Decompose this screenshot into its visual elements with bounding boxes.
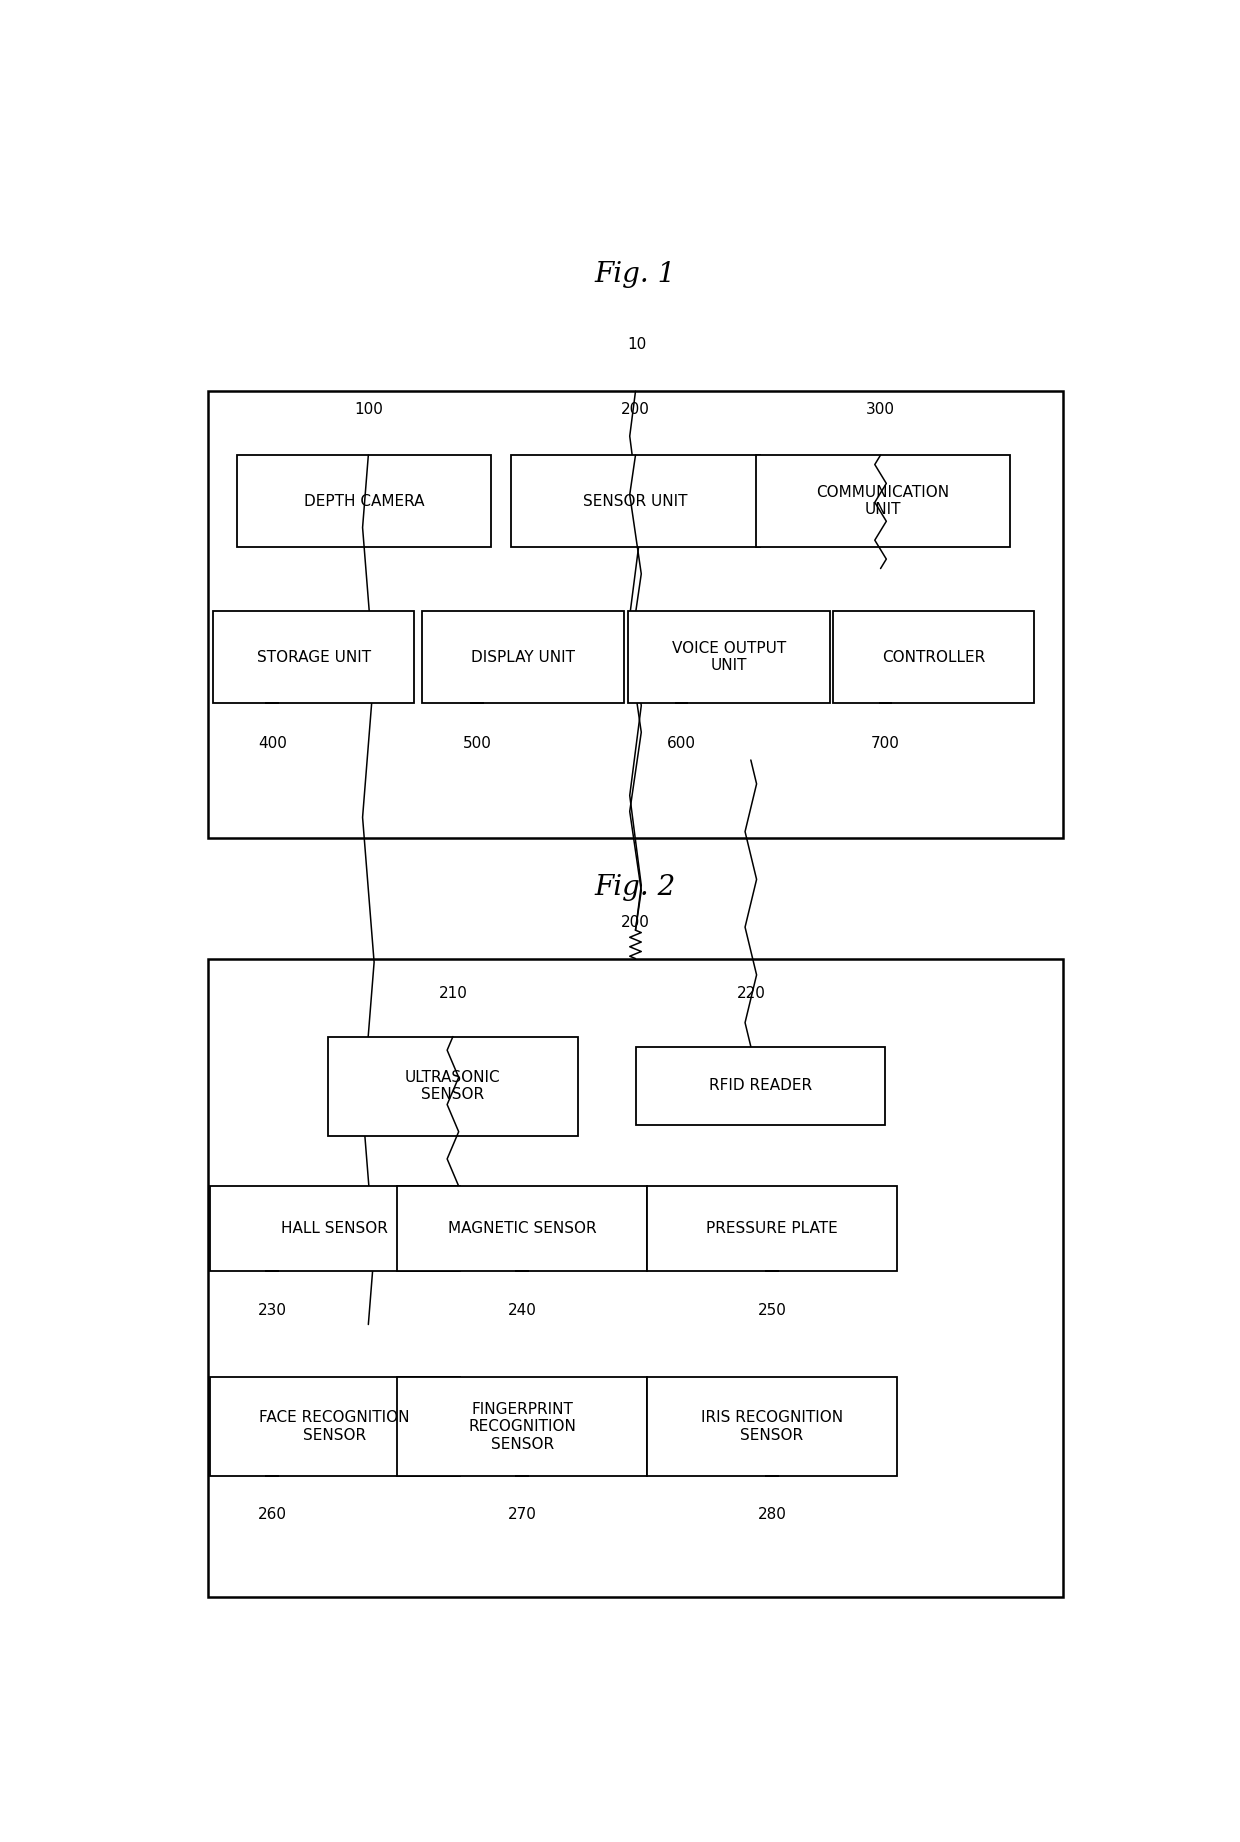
Text: FACE RECOGNITION
SENSOR: FACE RECOGNITION SENSOR bbox=[259, 1411, 410, 1442]
Text: 230: 230 bbox=[258, 1304, 286, 1319]
Text: 400: 400 bbox=[258, 737, 286, 752]
FancyBboxPatch shape bbox=[208, 391, 1063, 838]
FancyBboxPatch shape bbox=[210, 1378, 460, 1475]
Text: RFID READER: RFID READER bbox=[709, 1078, 812, 1092]
FancyBboxPatch shape bbox=[327, 1037, 578, 1137]
Text: 500: 500 bbox=[463, 737, 491, 752]
Text: FINGERPRINT
RECOGNITION
SENSOR: FINGERPRINT RECOGNITION SENSOR bbox=[469, 1402, 577, 1451]
Text: HALL SENSOR: HALL SENSOR bbox=[281, 1221, 388, 1236]
Text: COMMUNICATION
UNIT: COMMUNICATION UNIT bbox=[816, 484, 950, 518]
FancyBboxPatch shape bbox=[422, 612, 624, 704]
Text: PRESSURE PLATE: PRESSURE PLATE bbox=[706, 1221, 838, 1236]
Text: MAGNETIC SENSOR: MAGNETIC SENSOR bbox=[448, 1221, 596, 1236]
Text: STORAGE UNIT: STORAGE UNIT bbox=[257, 650, 371, 665]
FancyBboxPatch shape bbox=[647, 1186, 897, 1271]
FancyBboxPatch shape bbox=[832, 612, 1034, 704]
Text: 210: 210 bbox=[439, 985, 467, 1002]
Text: VOICE OUTPUT
UNIT: VOICE OUTPUT UNIT bbox=[672, 641, 786, 674]
Text: 270: 270 bbox=[507, 1507, 537, 1523]
FancyBboxPatch shape bbox=[397, 1378, 647, 1475]
FancyBboxPatch shape bbox=[237, 455, 491, 547]
Text: CONTROLLER: CONTROLLER bbox=[882, 650, 985, 665]
Text: 240: 240 bbox=[507, 1304, 537, 1319]
Text: DISPLAY UNIT: DISPLAY UNIT bbox=[471, 650, 575, 665]
Text: 260: 260 bbox=[258, 1507, 286, 1523]
FancyBboxPatch shape bbox=[511, 455, 760, 547]
FancyBboxPatch shape bbox=[397, 1186, 647, 1271]
FancyBboxPatch shape bbox=[647, 1378, 897, 1475]
Text: 300: 300 bbox=[866, 402, 895, 416]
FancyBboxPatch shape bbox=[213, 612, 414, 704]
Text: 250: 250 bbox=[758, 1304, 786, 1319]
Text: 220: 220 bbox=[737, 985, 765, 1002]
Text: DEPTH CAMERA: DEPTH CAMERA bbox=[304, 494, 424, 508]
Text: IRIS RECOGNITION
SENSOR: IRIS RECOGNITION SENSOR bbox=[701, 1411, 843, 1442]
Text: Fig. 1: Fig. 1 bbox=[595, 262, 676, 289]
FancyBboxPatch shape bbox=[208, 958, 1063, 1597]
Text: 700: 700 bbox=[870, 737, 900, 752]
Text: 200: 200 bbox=[621, 402, 650, 416]
FancyBboxPatch shape bbox=[755, 455, 1011, 547]
Text: 200: 200 bbox=[621, 915, 650, 930]
Text: 600: 600 bbox=[667, 737, 696, 752]
FancyBboxPatch shape bbox=[635, 1046, 885, 1124]
FancyBboxPatch shape bbox=[627, 612, 830, 704]
Text: 100: 100 bbox=[353, 402, 383, 416]
Text: Fig. 2: Fig. 2 bbox=[595, 875, 676, 901]
FancyBboxPatch shape bbox=[210, 1186, 460, 1271]
Text: 280: 280 bbox=[758, 1507, 786, 1523]
Text: ULTRASONIC
SENSOR: ULTRASONIC SENSOR bbox=[405, 1070, 501, 1102]
Text: 10: 10 bbox=[627, 337, 647, 352]
Text: SENSOR UNIT: SENSOR UNIT bbox=[583, 494, 688, 508]
